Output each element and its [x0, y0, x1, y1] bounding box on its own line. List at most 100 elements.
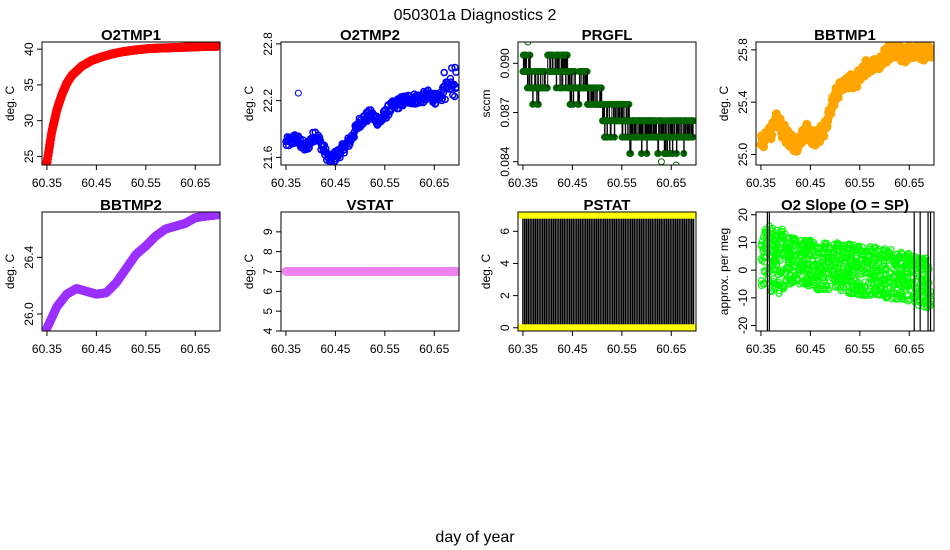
x-tick-label: 60.45 — [320, 342, 350, 356]
data-point — [783, 277, 791, 285]
data-point — [918, 279, 926, 287]
y-tick-label: 25.8 — [736, 38, 750, 62]
data-point — [868, 246, 876, 254]
plot-frame — [41, 41, 221, 166]
data-point — [867, 290, 875, 298]
y-tick-label: 22.2 — [261, 89, 275, 113]
y-tick-label: 26.4 — [22, 245, 36, 269]
data-point — [872, 278, 880, 286]
x-tick-label: 60.45 — [795, 176, 825, 190]
data-point — [927, 52, 934, 62]
x-tick-label: 60.45 — [320, 176, 350, 190]
plot-area — [519, 42, 696, 165]
data-point — [843, 249, 851, 257]
data-point — [912, 253, 920, 261]
data-point — [441, 95, 449, 104]
data-point — [824, 286, 833, 294]
data-point — [902, 267, 910, 275]
data-point — [806, 240, 815, 248]
y-tick-label: 0 — [498, 324, 512, 331]
data-point — [779, 232, 787, 240]
data-point — [839, 249, 847, 257]
x-tick-label: 60.65 — [180, 176, 210, 190]
data-point — [834, 276, 842, 284]
data-point — [778, 227, 786, 236]
y-tick-label: 25.0 — [736, 143, 750, 167]
data-point — [775, 245, 783, 253]
data-point — [294, 89, 302, 97]
y-tick-label: 0 — [736, 266, 750, 273]
data-point — [801, 278, 810, 286]
panel-4: BBTMP1 60.35 60.45 60.55 60.65 25.0 25.4 25.8 de… — [717, 27, 935, 190]
panel-3: PRGFL 60.35 60.45 60.55 60.65 0.084 0.087 0.090… — [479, 27, 697, 190]
plot-frame — [755, 211, 935, 332]
x-tick-label: 60.65 — [419, 176, 449, 190]
y-tick-label: 5 — [261, 308, 275, 315]
plot-frame — [517, 211, 697, 332]
y-tick-label: 20 — [736, 208, 750, 222]
x-tick-label: 60.35 — [746, 342, 776, 356]
data-point — [757, 281, 766, 290]
data-point — [829, 275, 837, 283]
data-point — [852, 282, 860, 291]
data-point — [452, 267, 459, 276]
data-point — [872, 250, 880, 258]
data-point — [860, 291, 868, 299]
data-point — [767, 130, 777, 140]
data-point — [911, 264, 919, 272]
plot-area — [518, 212, 696, 331]
data-point — [837, 284, 845, 292]
data-point — [911, 298, 919, 306]
data-point — [852, 261, 860, 269]
data-point — [893, 262, 901, 270]
data-point — [895, 253, 904, 262]
y-axis-label: sccm — [479, 90, 493, 118]
plot-area — [282, 63, 459, 165]
data-point — [890, 272, 898, 281]
data-point — [780, 282, 788, 290]
x-tick-label: 60.65 — [656, 342, 686, 356]
data-point — [769, 265, 777, 274]
data-point — [803, 239, 811, 248]
data-point — [757, 241, 766, 249]
x-tick-label: 60.35 — [508, 342, 538, 356]
x-tick-label: 60.65 — [894, 342, 924, 356]
data-point — [874, 259, 882, 267]
data-point — [770, 229, 778, 237]
y-axis-label: deg. C — [242, 253, 256, 289]
x-tick-label: 60.45 — [81, 342, 111, 356]
x-tick-label: 60.65 — [419, 342, 449, 356]
data-point — [775, 289, 783, 298]
data-point — [833, 251, 841, 260]
data-point — [898, 283, 906, 291]
y-tick-label: 0.090 — [498, 48, 512, 78]
data-point — [904, 249, 913, 258]
y-tick-label: 4 — [261, 327, 275, 334]
data-point — [853, 289, 862, 297]
data-point — [904, 297, 912, 305]
data-point — [828, 266, 836, 274]
data-point — [884, 277, 893, 286]
data-point — [767, 247, 776, 255]
data-point — [838, 275, 847, 283]
data-point — [849, 271, 857, 279]
data-point — [452, 83, 459, 91]
y-axis-label: deg. C — [479, 253, 493, 289]
data-point — [819, 258, 827, 267]
data-point — [837, 276, 845, 284]
data-point — [830, 268, 838, 276]
data-point — [819, 276, 827, 284]
y-tick-label: 6 — [261, 288, 275, 295]
y-tick-label: 22.8 — [261, 32, 275, 56]
data-point — [829, 247, 837, 255]
data-point — [657, 158, 665, 165]
data-point — [813, 284, 821, 292]
data-point — [822, 263, 830, 271]
data-point — [450, 92, 459, 101]
data-point — [859, 248, 867, 256]
y-tick-label: -20 — [736, 316, 750, 334]
data-point — [798, 265, 807, 273]
x-tick-label: 60.45 — [557, 176, 587, 190]
data-point — [873, 266, 881, 274]
